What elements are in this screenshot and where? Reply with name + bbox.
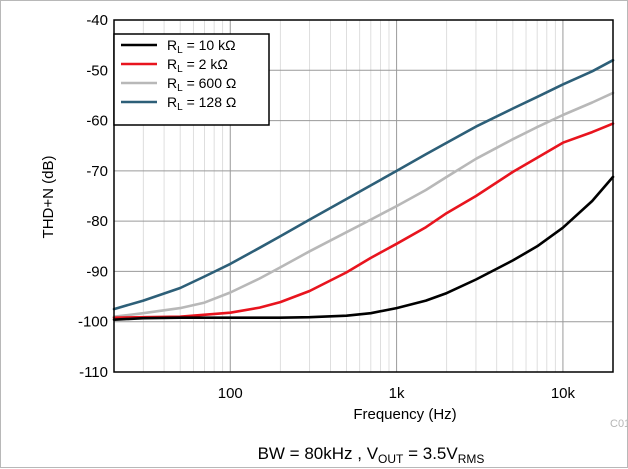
y-tick-label: -80 [86, 213, 108, 230]
series-line [112, 122, 615, 320]
y-tick-label: -60 [86, 113, 108, 130]
caption: BW = 80kHz , VOUT = 3.5VRMS [258, 444, 485, 466]
caption-subscript-2: RMS [458, 452, 485, 466]
legend-label: RL = 600 Ω [167, 75, 236, 94]
series-layer [112, 58, 615, 322]
y-axis-title: THD+N (dB) [40, 156, 57, 239]
x-tick-label: 1k [389, 385, 405, 402]
y-tick-label: -110 [79, 364, 108, 381]
legend-label: RL = 10 kΩ [167, 37, 236, 56]
y-tick-label: -90 [86, 263, 108, 280]
plot-border [113, 19, 614, 373]
legend-label: RL = 128 Ω [167, 94, 236, 113]
y-tick-label: -40 [86, 12, 108, 29]
x-tick-label: 10k [551, 385, 576, 402]
caption-part-2: = 3.5V [403, 444, 458, 463]
caption-part-1: BW = 80kHz , V [258, 444, 379, 463]
y-tick-label: -100 [78, 314, 108, 331]
x-tick-labels: 100 1k 10k [218, 385, 576, 402]
y-tick-label: -50 [86, 62, 108, 79]
x-axis-title: Frequency (Hz) [353, 406, 456, 423]
legend-box [113, 33, 270, 126]
y-tick-label: -70 [86, 163, 108, 180]
caption-subscript-1: OUT [378, 452, 404, 466]
legend-label: RL = 2 kΩ [167, 56, 228, 75]
x-tick-label: 100 [218, 385, 243, 402]
figure-id: C01 [610, 418, 628, 430]
y-tick-labels: -40 -50 -60 -70 -80 -90 -100 -110 [78, 12, 108, 381]
series-line [112, 175, 615, 322]
series-line [112, 91, 615, 319]
series-line [112, 58, 615, 311]
